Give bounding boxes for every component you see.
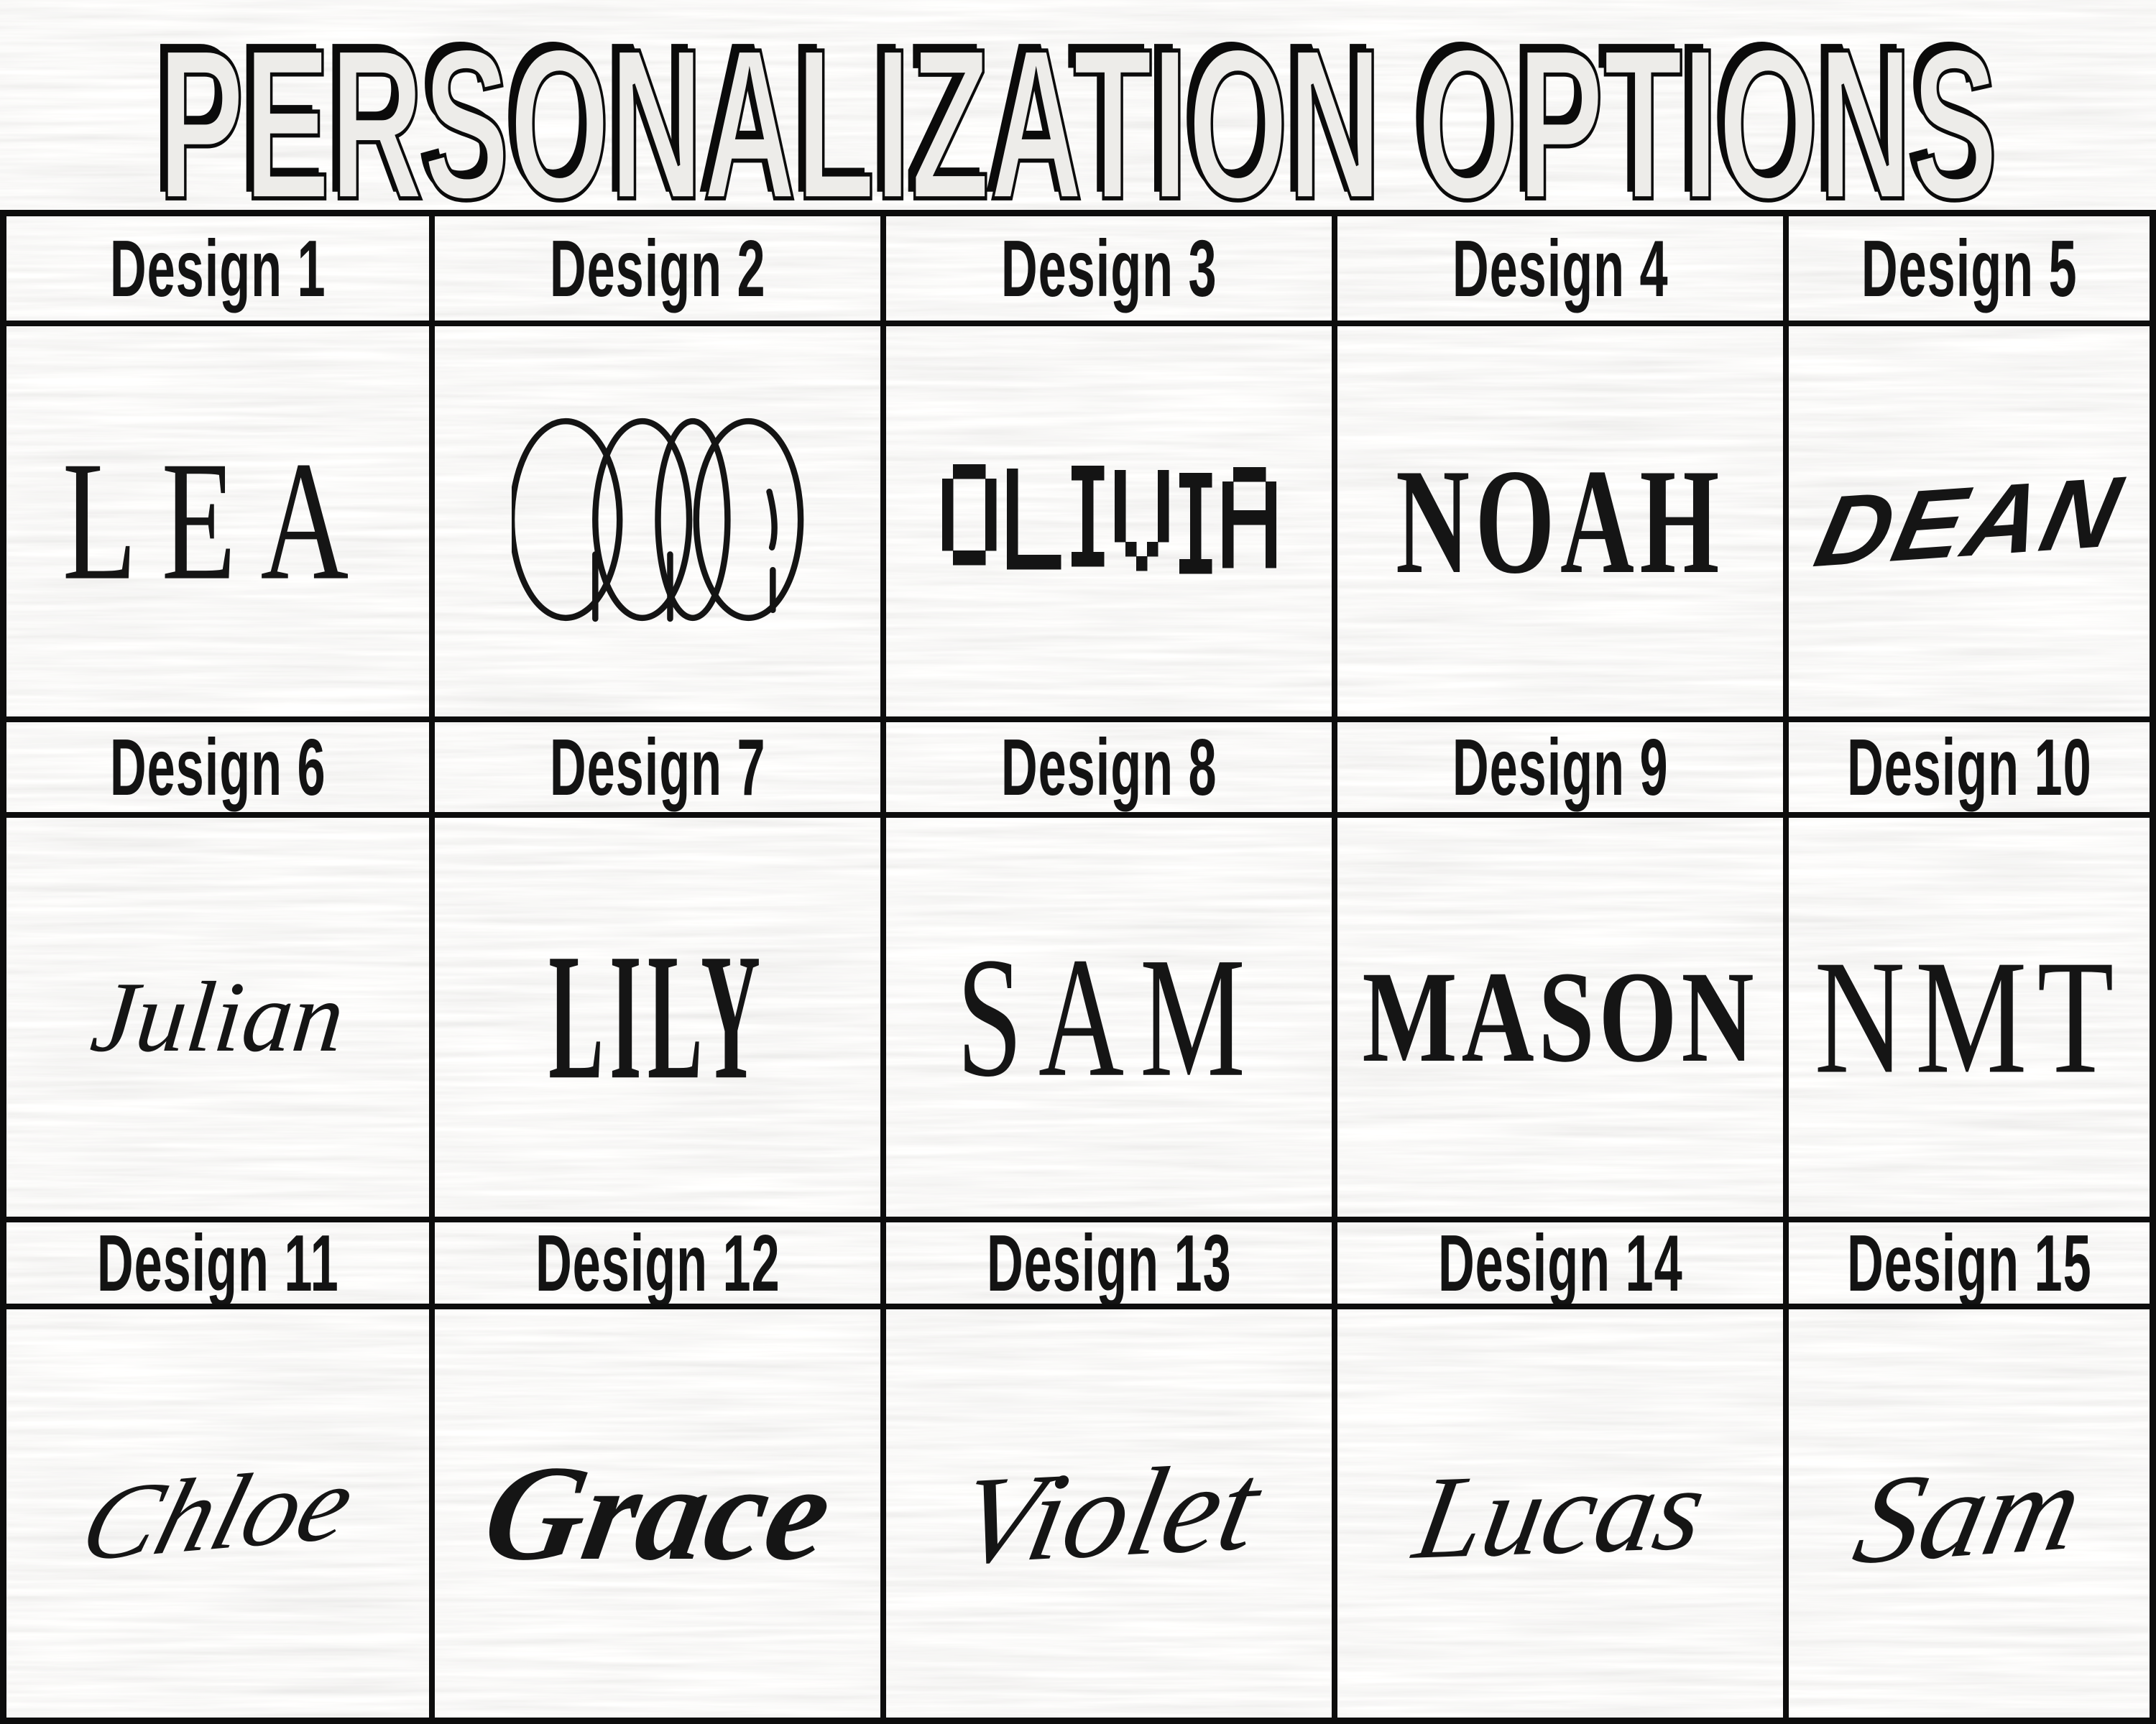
design-4-label: Design 4 <box>1452 223 1669 313</box>
design-9-header: Design 9 <box>1335 719 1786 815</box>
design-12-sample-text: Grace <box>474 1438 842 1589</box>
design-14-sample-text: Lucas <box>1406 1442 1715 1584</box>
design-14-label: Design 14 <box>1437 1220 1683 1306</box>
design-10-sample-text: NMT <box>1814 926 2124 1107</box>
design-1-header: Design 1 <box>4 213 432 323</box>
design-8-header: Design 8 <box>883 719 1335 815</box>
design-3-sample <box>883 323 1335 719</box>
design-2-header: Design 2 <box>432 213 883 323</box>
design-7-label: Design 7 <box>549 722 766 812</box>
design-14-header: Design 14 <box>1335 1220 1786 1306</box>
design-10-sample: NMT <box>1786 815 2152 1220</box>
design-11-sample: Chloe <box>4 1306 432 1720</box>
design-13-label: Design 13 <box>986 1220 1232 1306</box>
design-7-header: Design 7 <box>432 719 883 815</box>
design-10-header: Design 10 <box>1786 719 2152 815</box>
design-2-sample <box>432 323 883 719</box>
poster-title-area: PERSONALIZATION OPTIONS PERSONALIZATION … <box>0 0 2156 246</box>
design-2-label: Design 2 <box>549 223 766 313</box>
design-5-header: Design 5 <box>1786 213 2152 323</box>
design-6-sample-text: Julian <box>86 962 350 1073</box>
design-10-label: Design 10 <box>1846 722 2092 812</box>
design-9-sample: MASON <box>1335 815 1786 1220</box>
design-12-label: Design 12 <box>535 1220 780 1306</box>
design-15-header: Design 15 <box>1786 1220 2152 1306</box>
design-7-sample: LILY <box>432 815 883 1220</box>
design-1-label: Design 1 <box>109 223 326 313</box>
poster-title-shadow: PERSONALIZATION OPTIONS <box>152 0 1991 210</box>
design-12-sample: Grace <box>432 1306 883 1720</box>
design-9-sample-text: MASON <box>1362 944 1759 1090</box>
design-5-label: Design 5 <box>1861 223 2078 313</box>
design-9-label: Design 9 <box>1452 722 1669 812</box>
design-11-header: Design 11 <box>4 1220 432 1306</box>
design-3-header: Design 3 <box>883 213 1335 323</box>
design-8-sample-text: SAM <box>957 921 1261 1112</box>
pixel-letter-art <box>941 464 1276 578</box>
design-7-sample-text: LILY <box>548 917 767 1117</box>
design-1-sample: LEA <box>4 323 432 719</box>
design-8-sample: SAM <box>883 815 1335 1220</box>
design-13-header: Design 13 <box>883 1220 1335 1306</box>
design-15-sample: Sam <box>1786 1306 2152 1720</box>
design-14-sample: Lucas <box>1335 1306 1786 1720</box>
design-4-sample-text: NOAH <box>1396 438 1725 605</box>
design-4-header: Design 4 <box>1335 213 1786 323</box>
design-13-sample: Violet <box>883 1306 1335 1720</box>
design-6-sample: Julian <box>4 815 432 1220</box>
poster-title-art: PERSONALIZATION OPTIONS PERSONALIZATION … <box>152 0 2000 246</box>
bubble-outline-letter-art <box>508 408 804 635</box>
design-5-sample: DEAN <box>1786 323 2152 719</box>
options-table: Design 1 Design 2 Design 3 Design 4 Desi… <box>0 210 2156 1724</box>
design-11-sample-text: Chloe <box>68 1442 367 1585</box>
design-15-sample-text: Sam <box>1843 1436 2095 1590</box>
design-3-label: Design 3 <box>1000 223 1217 313</box>
design-15-label: Design 15 <box>1846 1220 2092 1306</box>
design-11-label: Design 11 <box>96 1220 339 1306</box>
design-8-label: Design 8 <box>1000 722 1217 812</box>
design-6-header: Design 6 <box>4 719 432 815</box>
design-1-sample-text: LEA <box>62 426 374 616</box>
design-4-sample: NOAH <box>1335 323 1786 719</box>
design-12-header: Design 12 <box>432 1220 883 1306</box>
design-5-sample-text: DEAN <box>1806 454 2133 588</box>
design-13-sample-text: Violet <box>948 1436 1271 1590</box>
page-title: PERSONALIZATION OPTIONS <box>158 4 1998 210</box>
design-6-label: Design 6 <box>109 722 326 812</box>
